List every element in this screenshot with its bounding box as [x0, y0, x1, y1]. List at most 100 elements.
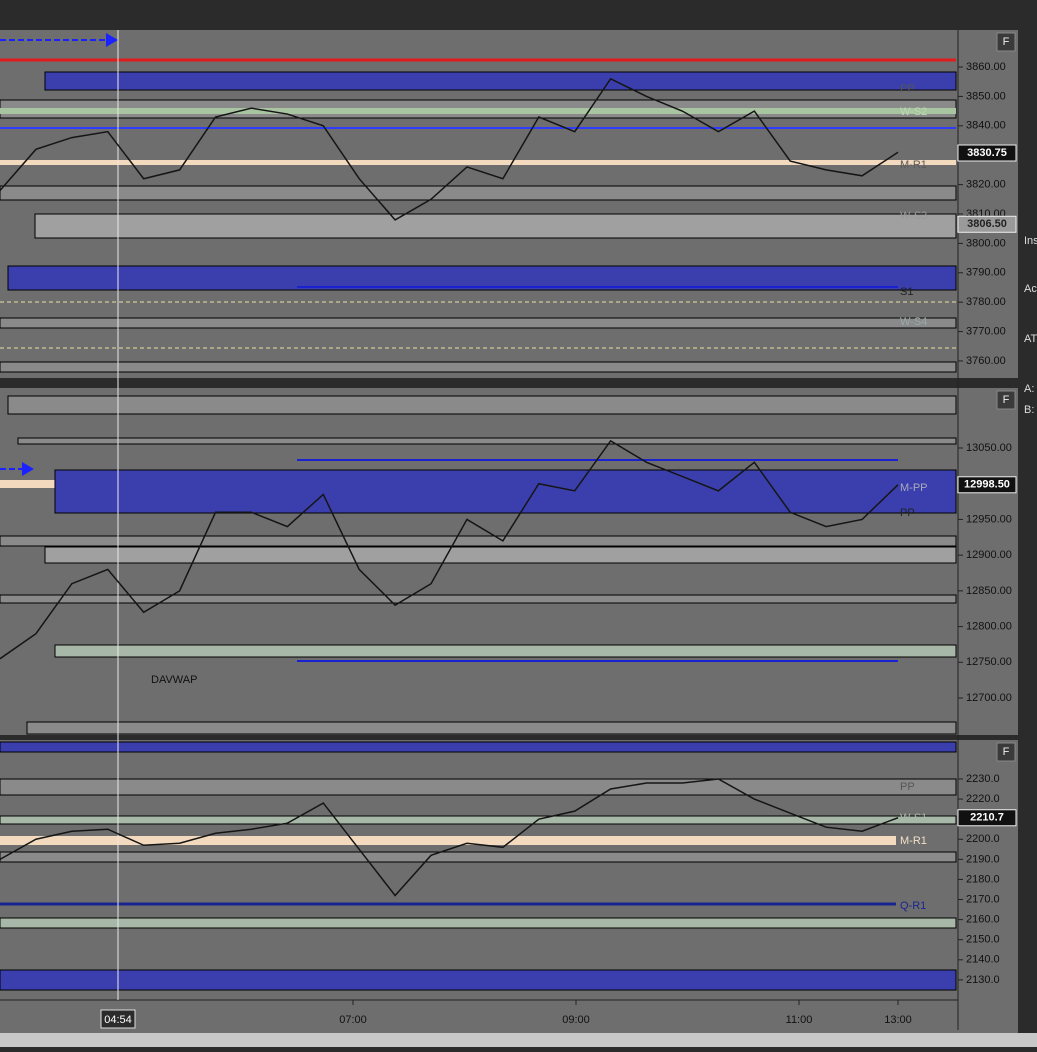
level-label: W-S1: [900, 812, 927, 824]
band: [0, 815, 957, 825]
y-tick-label: 2230.0: [966, 773, 1000, 785]
y-tick-label: 2180.0: [966, 873, 1000, 885]
band: [26, 721, 957, 735]
band: [0, 361, 957, 373]
price-tag: [957, 476, 1017, 494]
x-tick-label: 09:00: [562, 1014, 590, 1026]
price-tag: [957, 215, 1017, 233]
arrow: [106, 33, 118, 47]
y-tick-label: 12900.00: [966, 549, 1012, 561]
pane-button-label[interactable]: F: [1003, 394, 1010, 406]
level-label: W-S3: [900, 210, 927, 222]
sidebar-label: Ins: [1024, 235, 1037, 247]
crosshair-time: 04:54: [104, 1014, 132, 1026]
status-strip: [0, 1033, 1037, 1047]
y-tick-label: 3820.00: [966, 179, 1006, 191]
band: [0, 185, 957, 201]
band: [0, 851, 957, 863]
sidebar: [1018, 30, 1037, 1033]
y-tick-label: 3850.00: [966, 90, 1006, 102]
level-label: PP: [900, 83, 915, 95]
band: [0, 535, 957, 547]
y-tick-label: 2190.0: [966, 853, 1000, 865]
y-tick-label: 2220.0: [966, 793, 1000, 805]
level-label: PP: [900, 781, 915, 793]
sidebar-label: AT: [1024, 333, 1037, 345]
price-tag: [957, 144, 1017, 162]
y-tick-label: 3770.00: [966, 325, 1006, 337]
y-tick-label: 12700.00: [966, 692, 1012, 704]
price-tag-label: 3806.50: [967, 218, 1007, 230]
band: [0, 778, 957, 796]
levels: 04:54: [0, 30, 1037, 1033]
y-tick-label: 13050.00: [966, 442, 1012, 454]
band: [0, 594, 957, 604]
sidebar-label: A:: [1024, 383, 1034, 395]
level-label: W-S4: [900, 316, 927, 328]
band: [17, 437, 957, 445]
band: [44, 546, 957, 564]
level-label: M-PP: [900, 482, 928, 494]
band: [0, 480, 56, 488]
pane-button[interactable]: [996, 742, 1016, 762]
band: [44, 71, 957, 91]
sidebar-label: B:: [1024, 404, 1034, 416]
y-tick-label: 12800.00: [966, 620, 1012, 632]
x-tick-label: 07:00: [339, 1014, 367, 1026]
level-label: S1: [900, 286, 913, 298]
y-tick-label: 3800.00: [966, 237, 1006, 249]
y-tick-label: 2140.0: [966, 954, 1000, 966]
level-label: Q-R1: [900, 900, 926, 912]
y-tick-label: 2150.0: [966, 934, 1000, 946]
band: [0, 317, 957, 329]
y-tick-label: 2170.0: [966, 893, 1000, 905]
pane-separator: [0, 735, 1018, 740]
y-tick-label: 12850.00: [966, 585, 1012, 597]
band: [0, 917, 957, 929]
x-tick-label: 11:00: [786, 1014, 813, 1026]
y-tick-label: 2160.0: [966, 914, 1000, 926]
price-tag-label: 12998.50: [964, 479, 1010, 491]
y-tick-label: 12750.00: [966, 656, 1012, 668]
band: [0, 741, 957, 753]
y-tick-label: 3840.00: [966, 120, 1006, 132]
price-tag-label: 3830.75: [967, 147, 1007, 159]
y-tick-label: 3790.00: [966, 267, 1006, 279]
y-tick-label: 12950.00: [966, 513, 1012, 525]
band: [54, 644, 957, 658]
y-tick-label: 3780.00: [966, 296, 1006, 308]
pane-button[interactable]: [996, 32, 1016, 52]
sidebar-label: Ac: [1024, 283, 1037, 295]
band: [0, 836, 896, 845]
level-label: M-R1: [900, 835, 927, 847]
x-tick-label: 13:00: [884, 1014, 912, 1026]
band: [34, 213, 957, 239]
band: [0, 160, 956, 165]
level-label: W-S2: [900, 106, 927, 118]
price-tag: [957, 809, 1017, 827]
price-line: [0, 77, 899, 221]
y-tick-label: 3760.00: [966, 355, 1006, 367]
band: [54, 469, 957, 514]
level-label: M-R1: [900, 159, 927, 171]
level-label: W-S4: [900, 647, 927, 659]
pane-button-label[interactable]: F: [1003, 36, 1010, 48]
level-label: DAVWAP: [151, 674, 197, 686]
level-label: W-S2: [900, 918, 927, 930]
band: [0, 108, 956, 114]
band: [7, 395, 957, 415]
price-line: [0, 778, 899, 897]
price-line: [0, 439, 899, 660]
level-label: PP: [900, 507, 915, 519]
pane-separator: [0, 378, 1018, 388]
pane-button[interactable]: [996, 390, 1016, 410]
y-tick-label: 2200.0: [966, 833, 1000, 845]
y-tick-label: 3860.00: [966, 61, 1006, 73]
y-tick-label: 2130.0: [966, 974, 1000, 986]
crosshair-time-box: [100, 1009, 136, 1029]
pane-button-label[interactable]: F: [1003, 746, 1010, 758]
band: [0, 969, 957, 991]
price-tag-label: 2210.7: [970, 812, 1004, 824]
arrow: [22, 462, 34, 476]
